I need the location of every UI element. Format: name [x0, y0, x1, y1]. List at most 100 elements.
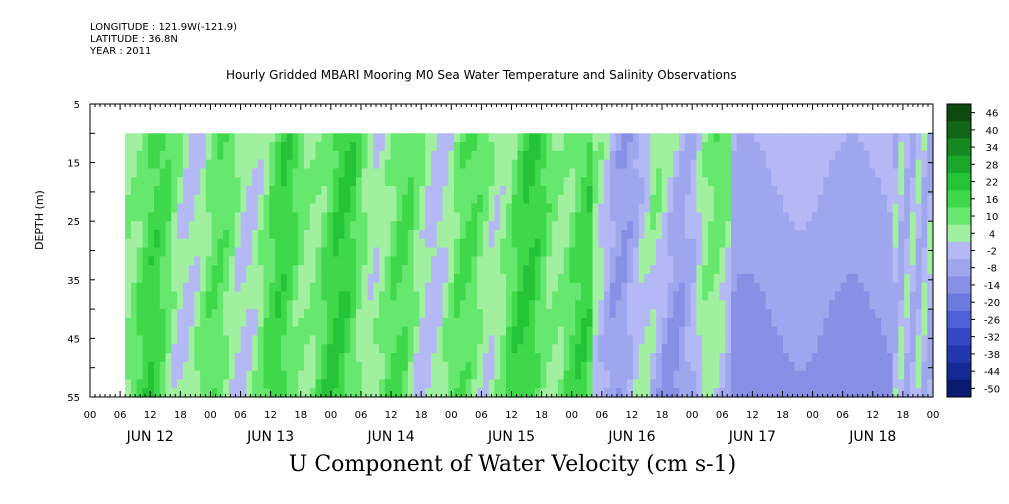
heatmap-cell	[321, 133, 328, 143]
heatmap-cell	[517, 370, 524, 381]
heatmap-cell	[863, 335, 871, 345]
heatmap-cell	[430, 186, 438, 196]
heatmap-cell	[286, 273, 294, 284]
heatmap-cell	[546, 291, 553, 301]
heatmap-cell	[696, 361, 703, 372]
heatmap-cell	[713, 177, 721, 187]
heatmap-cell	[534, 379, 542, 389]
heatmap-cell	[200, 335, 207, 345]
heatmap-cell	[159, 335, 167, 345]
heatmap-cell	[523, 133, 530, 143]
heatmap-cell	[402, 186, 409, 196]
heatmap-cell	[280, 388, 288, 398]
heatmap-cell	[350, 186, 357, 196]
heatmap-cell	[280, 247, 288, 257]
heatmap-cell	[153, 291, 161, 301]
heatmap-cell	[621, 247, 628, 257]
heatmap-cell	[811, 133, 819, 143]
heatmap-cell	[159, 361, 167, 372]
heatmap-cell	[546, 221, 553, 231]
heatmap-cell	[846, 168, 853, 178]
heatmap-cell	[627, 379, 634, 389]
heatmap-cell	[338, 212, 345, 222]
heatmap-cell	[332, 309, 340, 319]
heatmap-cell	[771, 256, 778, 266]
heatmap-cell	[217, 256, 224, 266]
heatmap-cell	[350, 309, 357, 319]
heatmap-cell	[252, 353, 259, 363]
heatmap-cell	[413, 335, 421, 345]
heatmap-cell	[621, 291, 628, 301]
heatmap-cell	[367, 229, 374, 240]
heatmap-cell	[673, 238, 680, 249]
heatmap-cell	[454, 186, 461, 196]
heatmap-cell	[881, 203, 888, 214]
heatmap-cell	[332, 353, 340, 363]
heatmap-cell	[800, 133, 807, 143]
heatmap-cell	[581, 159, 588, 170]
heatmap-cell	[454, 238, 461, 249]
heatmap-cell	[829, 361, 836, 372]
heatmap-cell	[915, 142, 923, 152]
heatmap-cell	[719, 133, 726, 143]
heatmap-cell	[915, 212, 923, 222]
heatmap-cell	[754, 177, 761, 187]
heatmap-cell	[367, 379, 374, 389]
heatmap-cell	[794, 300, 801, 310]
heatmap-cell	[557, 256, 565, 266]
heatmap-cell	[413, 379, 421, 389]
heatmap-cell	[806, 177, 813, 187]
heatmap-cell	[881, 221, 888, 231]
heatmap-cell	[927, 265, 934, 275]
heatmap-cell	[829, 203, 836, 214]
heatmap-cell	[788, 388, 796, 398]
heatmap-cell	[644, 212, 651, 222]
heatmap-cell	[257, 229, 265, 240]
heatmap-cell	[477, 326, 484, 337]
heatmap-cell	[823, 221, 830, 231]
heatmap-cell	[459, 291, 467, 301]
heatmap-cell	[373, 309, 380, 319]
heatmap-cell	[148, 326, 155, 337]
heatmap-cell	[286, 335, 294, 345]
heatmap-cell	[811, 203, 819, 214]
heatmap-cell	[609, 238, 617, 249]
heatmap-cell	[246, 335, 253, 345]
heatmap-cell	[771, 273, 778, 284]
heatmap-cell	[413, 282, 421, 293]
heatmap-cell	[788, 177, 796, 187]
heatmap-cell	[604, 317, 611, 328]
heatmap-cell	[425, 142, 432, 152]
heatmap-cell	[650, 361, 657, 372]
heatmap-cell	[817, 133, 824, 143]
heatmap-cell	[534, 335, 542, 345]
heatmap-cell	[523, 300, 530, 310]
heatmap-cell	[904, 353, 911, 363]
heatmap-cell	[327, 186, 334, 196]
heatmap-cell	[707, 142, 715, 152]
heatmap-cell	[355, 203, 363, 214]
heatmap-cell	[177, 221, 184, 231]
heatmap-cell	[332, 168, 340, 178]
heatmap-cell	[448, 317, 455, 328]
heatmap-cell	[136, 168, 144, 178]
heatmap-cell	[448, 379, 455, 389]
heatmap-cell	[921, 300, 928, 310]
heatmap-cell	[661, 282, 669, 293]
heatmap-cell	[482, 361, 490, 372]
heatmap-cell	[477, 168, 484, 178]
heatmap-cell	[863, 273, 871, 284]
heatmap-cell	[355, 186, 363, 196]
heatmap-cell	[315, 194, 322, 205]
heatmap-cell	[252, 247, 259, 257]
heatmap-cell	[390, 291, 397, 301]
heatmap-cell	[846, 238, 853, 249]
heatmap-cell	[125, 291, 132, 301]
heatmap-cell	[315, 361, 322, 372]
heatmap-cell	[205, 317, 213, 328]
colorbar-swatch	[947, 138, 971, 157]
heatmap-cell	[252, 142, 259, 152]
heatmap-cell	[465, 142, 472, 152]
heatmap-cell	[863, 159, 871, 170]
heatmap-cell	[777, 291, 784, 301]
